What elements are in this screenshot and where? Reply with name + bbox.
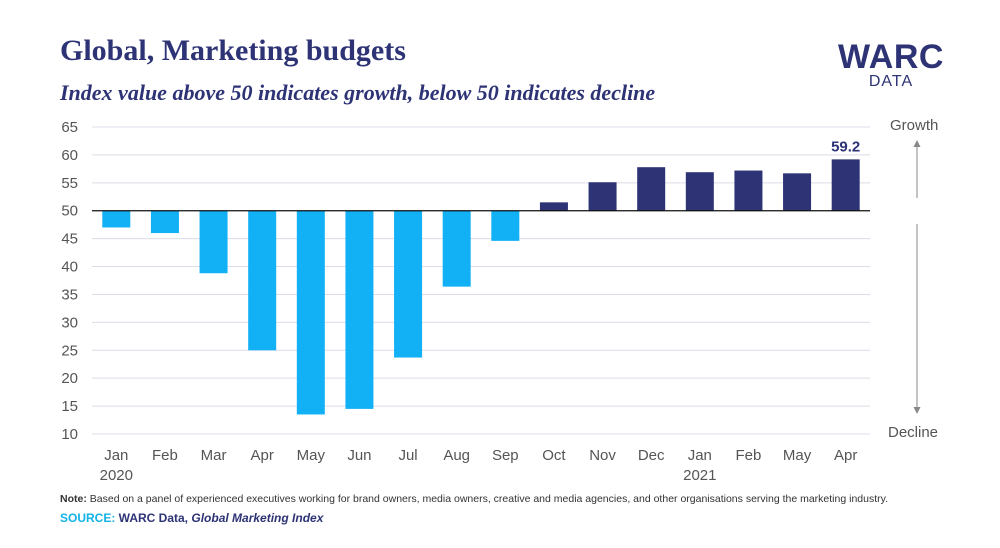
source-key: SOURCE:	[60, 511, 116, 525]
decline-label: Decline	[888, 424, 939, 441]
y-tick-label: 15	[61, 398, 78, 415]
x-year-label: 2021	[683, 467, 716, 484]
logo-sub-text: DATA	[868, 73, 914, 90]
source-line: SOURCE: WARC Data, Global Marketing Inde…	[60, 511, 323, 525]
y-tick-label: 55	[61, 175, 78, 192]
bar	[199, 210, 228, 274]
y-tick-label: 50	[61, 203, 78, 220]
x-year-label: 2020	[100, 467, 133, 484]
bar	[345, 210, 374, 409]
bar	[248, 210, 277, 351]
x-tick-label: Jan	[688, 447, 712, 464]
footnote: Note: Based on a panel of experienced ex…	[60, 493, 888, 505]
y-tick-label: 35	[61, 286, 78, 303]
source-title: Global Marketing Index	[191, 511, 324, 525]
x-tick-label: Feb	[736, 447, 762, 464]
x-tick-label: Nov	[589, 447, 616, 464]
down-arrow-icon	[913, 407, 921, 414]
up-arrow-icon	[913, 140, 921, 147]
bar	[831, 159, 860, 211]
x-tick-label: Jan	[104, 447, 128, 464]
y-tick-label: 30	[61, 314, 78, 331]
bar	[637, 167, 666, 211]
chart-title: Global, Marketing budgets	[60, 34, 406, 67]
x-tick-label: Aug	[443, 447, 470, 464]
x-tick-label: Sep	[492, 447, 519, 464]
bar	[734, 170, 763, 211]
bar	[491, 210, 520, 241]
y-tick-label: 60	[61, 147, 78, 164]
y-tick-label: 10	[61, 426, 78, 443]
bar	[150, 210, 179, 234]
bar	[296, 210, 325, 415]
x-tick-label: May	[783, 447, 812, 464]
y-tick-label: 40	[61, 259, 78, 276]
bar	[588, 182, 617, 211]
bar	[685, 172, 714, 211]
x-tick-label: Oct	[542, 447, 566, 464]
bar	[394, 210, 423, 358]
note-text: Based on a panel of experienced executiv…	[86, 493, 889, 505]
source-org: WARC Data,	[115, 511, 192, 525]
bar	[442, 210, 471, 287]
x-tick-label: Dec	[638, 447, 665, 464]
x-tick-label: Apr	[251, 447, 274, 464]
x-tick-label: Mar	[201, 447, 227, 464]
x-tick-label: May	[297, 447, 326, 464]
bar	[102, 210, 131, 228]
x-tick-label: Jun	[347, 447, 371, 464]
y-tick-label: 25	[61, 342, 78, 359]
chart-subtitle: Index value above 50 indicates growth, b…	[60, 80, 656, 105]
y-tick-label: 65	[61, 119, 78, 136]
logo-main-text: WARC	[838, 38, 944, 76]
bar	[539, 202, 568, 211]
x-tick-label: Feb	[152, 447, 178, 464]
y-tick-label: 20	[61, 370, 78, 387]
bar	[783, 173, 812, 211]
warc-data-logo: WARC DATA	[836, 40, 946, 90]
data-label: 59.2	[831, 138, 860, 155]
y-tick-label: 45	[61, 231, 78, 248]
x-tick-label: Apr	[834, 447, 857, 464]
note-key: Note:	[60, 493, 87, 505]
x-tick-label: Jul	[398, 447, 417, 464]
growth-label: Growth	[890, 117, 939, 134]
